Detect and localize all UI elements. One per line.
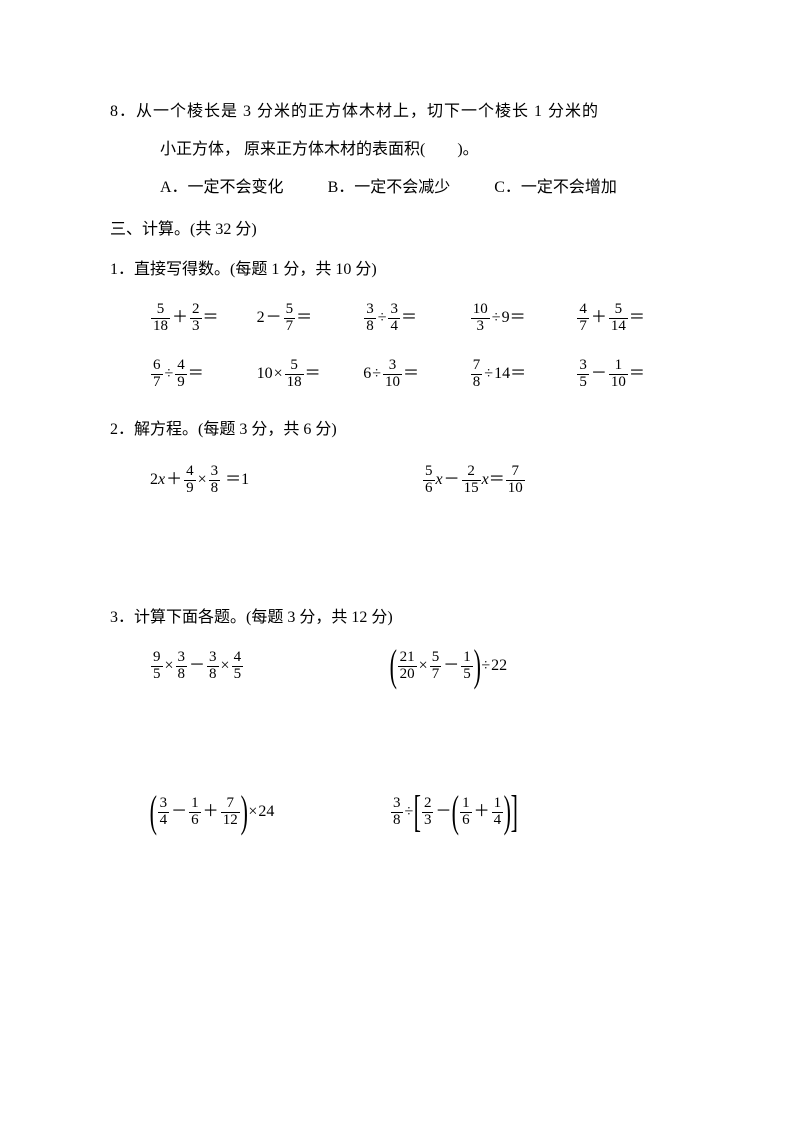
q8-line1: 8．从一个棱长是 3 分米的正方体木材上，切下一个棱长 1 分米的 (110, 100, 683, 124)
q1r2e2: 10×518＝ (257, 354, 364, 394)
q1r2e5: 35－110＝ (576, 354, 683, 394)
q1r1e2: 2－57＝ (257, 298, 364, 338)
q8-number: 8． (110, 103, 136, 120)
q8-text1: 从一个棱长是 3 分米的正方体木材上，切下一个棱长 1 分米的 (136, 103, 599, 120)
q2-heading: 2．解方程。(每题 3 分，共 6 分) (110, 418, 683, 442)
q1r2e1: 67÷49 ＝ (150, 354, 257, 394)
q3-row1: 95×38－38×45 (2120×57－15)÷22 (150, 646, 683, 686)
q3r2e2: 38÷[23－(16＋14)] (390, 792, 517, 832)
q1-row1: 518＋23＝ 2－57＝ 38÷34＝ 103÷9＝ 47＋514＝ (150, 298, 683, 338)
q2-workspace (110, 500, 683, 590)
choice-c: C．一定不会增加 (494, 176, 617, 200)
q1-heading: 1．直接写得数。(每题 1 分，共 10 分) (110, 258, 683, 282)
q1r2e3: 6÷310＝ (363, 354, 470, 394)
q3-row2: (34－16＋712)×24 38÷[23－(16＋14)] (150, 792, 683, 832)
q1r1e1: 518＋23＝ (150, 298, 257, 338)
q8-line2: 小正方体， 原来正方体木材的表面积( )。 (160, 138, 683, 162)
q2-eq2: 56x－215x＝710 (422, 460, 526, 500)
q2-equations: 2x＋49×38 ＝1 56x－215x＝710 (150, 460, 683, 500)
q1r1e4: 103÷9＝ (470, 298, 577, 338)
section3-heading: 三、计算。(共 32 分) (110, 218, 683, 242)
q3-heading: 3．计算下面各题。(每题 3 分，共 12 分) (110, 606, 683, 630)
q1r1e3: 38÷34＝ (363, 298, 470, 338)
q3r1e1: 95×38－38×45 (150, 646, 390, 686)
q8-choices: A．一定不会变化 B．一定不会减少 C．一定不会增加 (160, 176, 683, 200)
q2-eq1: 2x＋49×38 ＝1 (150, 460, 422, 500)
q3r2e1: (34－16＋712)×24 (150, 792, 390, 832)
question-8: 8．从一个棱长是 3 分米的正方体木材上，切下一个棱长 1 分米的 小正方体， … (110, 100, 683, 200)
choice-a: A．一定不会变化 (160, 176, 284, 200)
q3r1e2: (2120×57－15)÷22 (390, 646, 507, 686)
q1-row2: 67÷49 ＝ 10×518＝ 6÷310＝ 78÷14＝ 35－110＝ (150, 354, 683, 394)
page-content: 8．从一个棱长是 3 分米的正方体木材上，切下一个棱长 1 分米的 小正方体， … (0, 0, 793, 892)
q3-workspace1 (110, 686, 683, 776)
choice-b: B．一定不会减少 (328, 176, 451, 200)
q1r1e5: 47＋514＝ (576, 298, 683, 338)
q1r2e4: 78÷14＝ (470, 354, 577, 394)
